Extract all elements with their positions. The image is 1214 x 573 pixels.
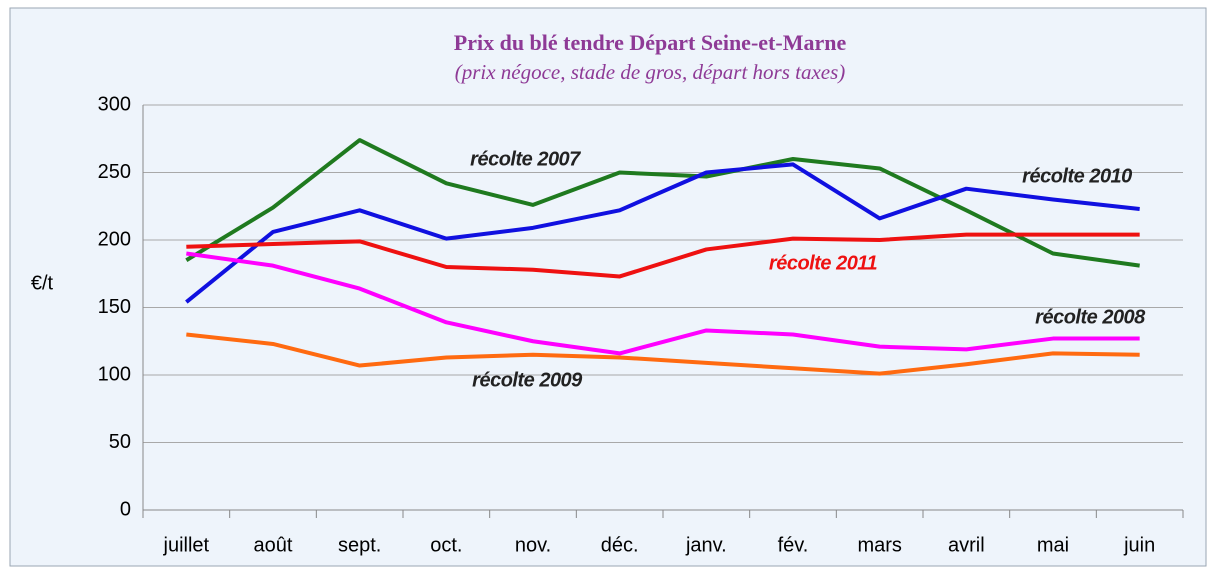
series-line	[186, 232, 1140, 279]
y-tick-label: 200	[98, 228, 131, 250]
y-tick-label: 300	[98, 93, 131, 115]
series-label: récolte 2010	[1022, 165, 1132, 187]
chart-title: Prix du blé tendre Départ Seine-et-Marne	[454, 30, 847, 55]
series-line	[186, 251, 1140, 356]
series-label: récolte 2007	[470, 148, 581, 170]
y-tick-label: 50	[109, 431, 131, 453]
x-tick-label: juin	[1123, 534, 1155, 556]
series-label: récolte 2008	[1035, 306, 1146, 328]
series-label: récolte 2011	[769, 252, 878, 274]
x-tick-label: nov.	[515, 534, 551, 556]
y-tick-label: 150	[98, 296, 131, 318]
x-tick-label: mars	[857, 534, 901, 556]
x-tick-label: mai	[1037, 534, 1069, 556]
chart-subtitle: (prix négoce, stade de gros, départ hors…	[455, 60, 846, 84]
x-tick-label: avril	[948, 534, 985, 556]
y-tick-label: 0	[120, 498, 131, 520]
series-label: récolte 2009	[472, 369, 583, 391]
x-tick-label: août	[254, 534, 293, 556]
series-line	[185, 138, 1140, 268]
series-line	[185, 162, 1140, 304]
x-tick-label: déc.	[601, 534, 639, 556]
y-tick-label: 250	[98, 161, 131, 183]
x-tick-label: oct.	[430, 534, 462, 556]
x-tick-label: juillet	[163, 534, 210, 556]
x-tick-label: sept.	[338, 534, 381, 556]
chart-frame	[9, 7, 1207, 567]
y-tick-label: 100	[98, 363, 131, 385]
x-tick-label: fév.	[778, 534, 809, 556]
series-line	[186, 332, 1140, 376]
x-tick-label: janv.	[685, 534, 727, 556]
y-axis-label: €/t	[31, 272, 54, 294]
